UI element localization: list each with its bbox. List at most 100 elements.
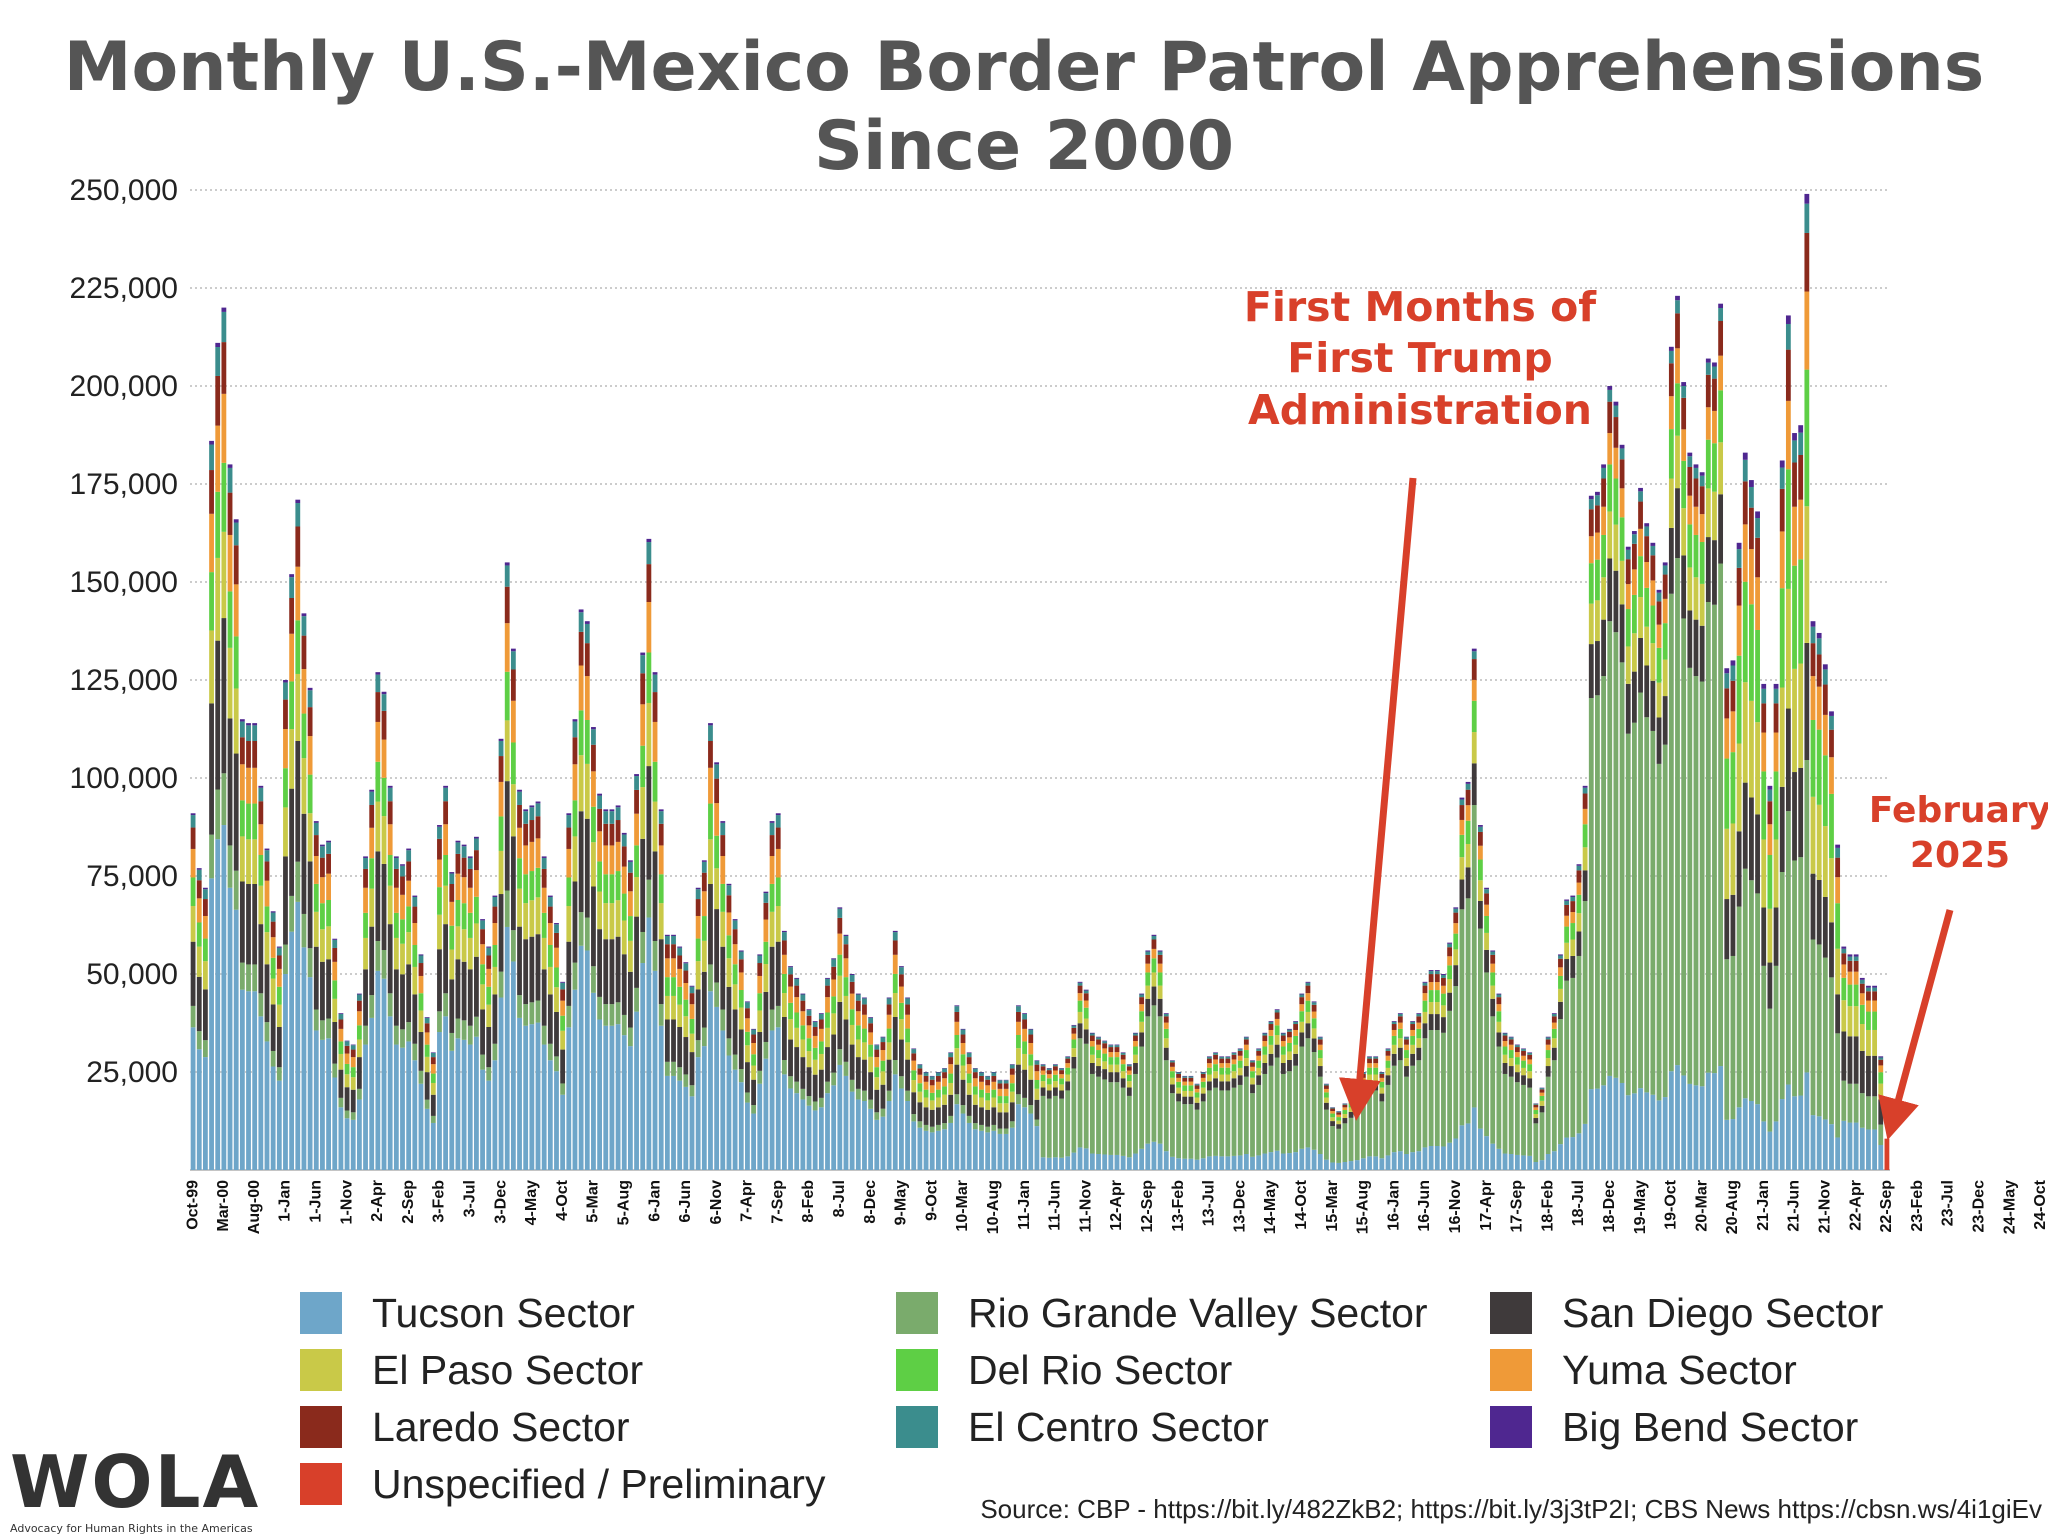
bar-segment [1256, 1155, 1262, 1170]
bar-segment [233, 909, 239, 1170]
bar-segment [603, 811, 609, 824]
bar-segment [1607, 386, 1613, 390]
bar-segment [788, 1019, 793, 1040]
bar-segment [677, 946, 683, 948]
bar-segment [320, 857, 325, 878]
bar-segment [252, 803, 258, 840]
bar-segment [1730, 752, 1736, 824]
bar-segment [1798, 454, 1804, 500]
bar-segment [578, 710, 584, 756]
bar-segment [880, 1042, 886, 1051]
bar-segment [246, 725, 251, 741]
bar-segment [1465, 805, 1471, 821]
bar-segment [843, 977, 849, 996]
bar-segment [1619, 560, 1625, 605]
bar-segment [320, 903, 325, 930]
bar-segment [1588, 698, 1594, 1090]
bar-segment [1712, 362, 1717, 367]
bar-segment [227, 647, 233, 719]
bar-segment [283, 944, 288, 974]
bar-segment [215, 789, 221, 840]
bar-segment [886, 1028, 892, 1043]
bar-segment [566, 1005, 572, 1028]
bar-segment [1502, 1041, 1508, 1047]
bar-segment [806, 1015, 812, 1026]
bar-segment [1385, 1055, 1391, 1061]
bar-segment [1521, 1060, 1526, 1068]
bar-segment [412, 923, 418, 945]
bar-segment [689, 1004, 695, 1019]
bar-segment [923, 1107, 929, 1125]
bar-segment [954, 1048, 960, 1065]
bar-segment [1034, 1088, 1040, 1100]
bar-segment [1853, 1083, 1859, 1123]
bar-segment [1872, 1129, 1878, 1170]
bar-segment [1459, 834, 1465, 858]
bar-segment [1656, 624, 1662, 648]
bar-segment [1533, 1103, 1539, 1105]
bar-segment [1502, 1033, 1508, 1036]
bar-segment [1767, 785, 1773, 790]
bar-segment [646, 542, 652, 565]
bar-segment [966, 1052, 972, 1053]
bar-segment [1484, 904, 1489, 916]
bar-segment [935, 1107, 941, 1125]
bar-segment [1693, 1085, 1699, 1170]
bar-segment [1588, 603, 1594, 645]
bar-segment [1878, 1099, 1884, 1125]
bar-segment [1096, 1036, 1101, 1038]
bar-segment [997, 1083, 1003, 1089]
bar-segment [935, 1124, 941, 1131]
bar-segment [541, 856, 547, 858]
bar-segment [455, 853, 461, 874]
bar-segment [202, 899, 208, 916]
bar-segment [1139, 1004, 1145, 1012]
bar-segment [597, 793, 603, 796]
bar-segment [196, 880, 202, 899]
bar-segment [1742, 782, 1748, 869]
bar-segment [1829, 793, 1834, 859]
bar-segment [1434, 970, 1440, 972]
bar-segment [1373, 1067, 1379, 1075]
bar-segment [831, 1013, 837, 1035]
bar-segment [1311, 1038, 1317, 1053]
bar-segment [806, 1105, 812, 1170]
bar-segment [1533, 1110, 1539, 1115]
bar-segment [1533, 1104, 1539, 1108]
bar-segment [572, 737, 578, 765]
bar-segment [1718, 494, 1724, 564]
bar-segment [1317, 1058, 1323, 1067]
legend-item-unspecified: Unspecified / Preliminary [300, 1456, 825, 1512]
bar-segment [788, 974, 793, 987]
bar-segment [350, 1089, 356, 1113]
bar-segment [1730, 665, 1736, 681]
bar-segment [899, 1019, 904, 1040]
bar-segment [855, 1057, 861, 1089]
bar-segment [1835, 1137, 1841, 1170]
bar-segment [640, 704, 646, 746]
bar-segment [1613, 1077, 1619, 1170]
bar-segment [1810, 939, 1816, 1116]
bar-segment [270, 1050, 276, 1067]
bar-segment [1595, 600, 1600, 642]
bar-segment [818, 1069, 824, 1098]
bar-segment [412, 944, 418, 967]
bar-segment [246, 991, 251, 1170]
bar-segment [1601, 534, 1606, 578]
bar-segment [295, 901, 301, 1170]
bar-segment [849, 1091, 855, 1170]
bar-segment [480, 944, 485, 965]
bar-segment [597, 831, 603, 862]
bar-segment [1071, 1024, 1077, 1026]
bar-segment [942, 1129, 947, 1170]
bar-segment [911, 1121, 917, 1170]
bar-segment [1792, 506, 1797, 566]
bar-segment [1200, 1101, 1206, 1159]
bar-segment [1570, 1137, 1576, 1170]
bar-segment [899, 986, 904, 1003]
bar-segment [1779, 531, 1785, 589]
bar-segment [1847, 1036, 1853, 1084]
bar-segment [418, 963, 424, 976]
bar-segment [1484, 932, 1489, 950]
bar-segment [1139, 1021, 1145, 1033]
